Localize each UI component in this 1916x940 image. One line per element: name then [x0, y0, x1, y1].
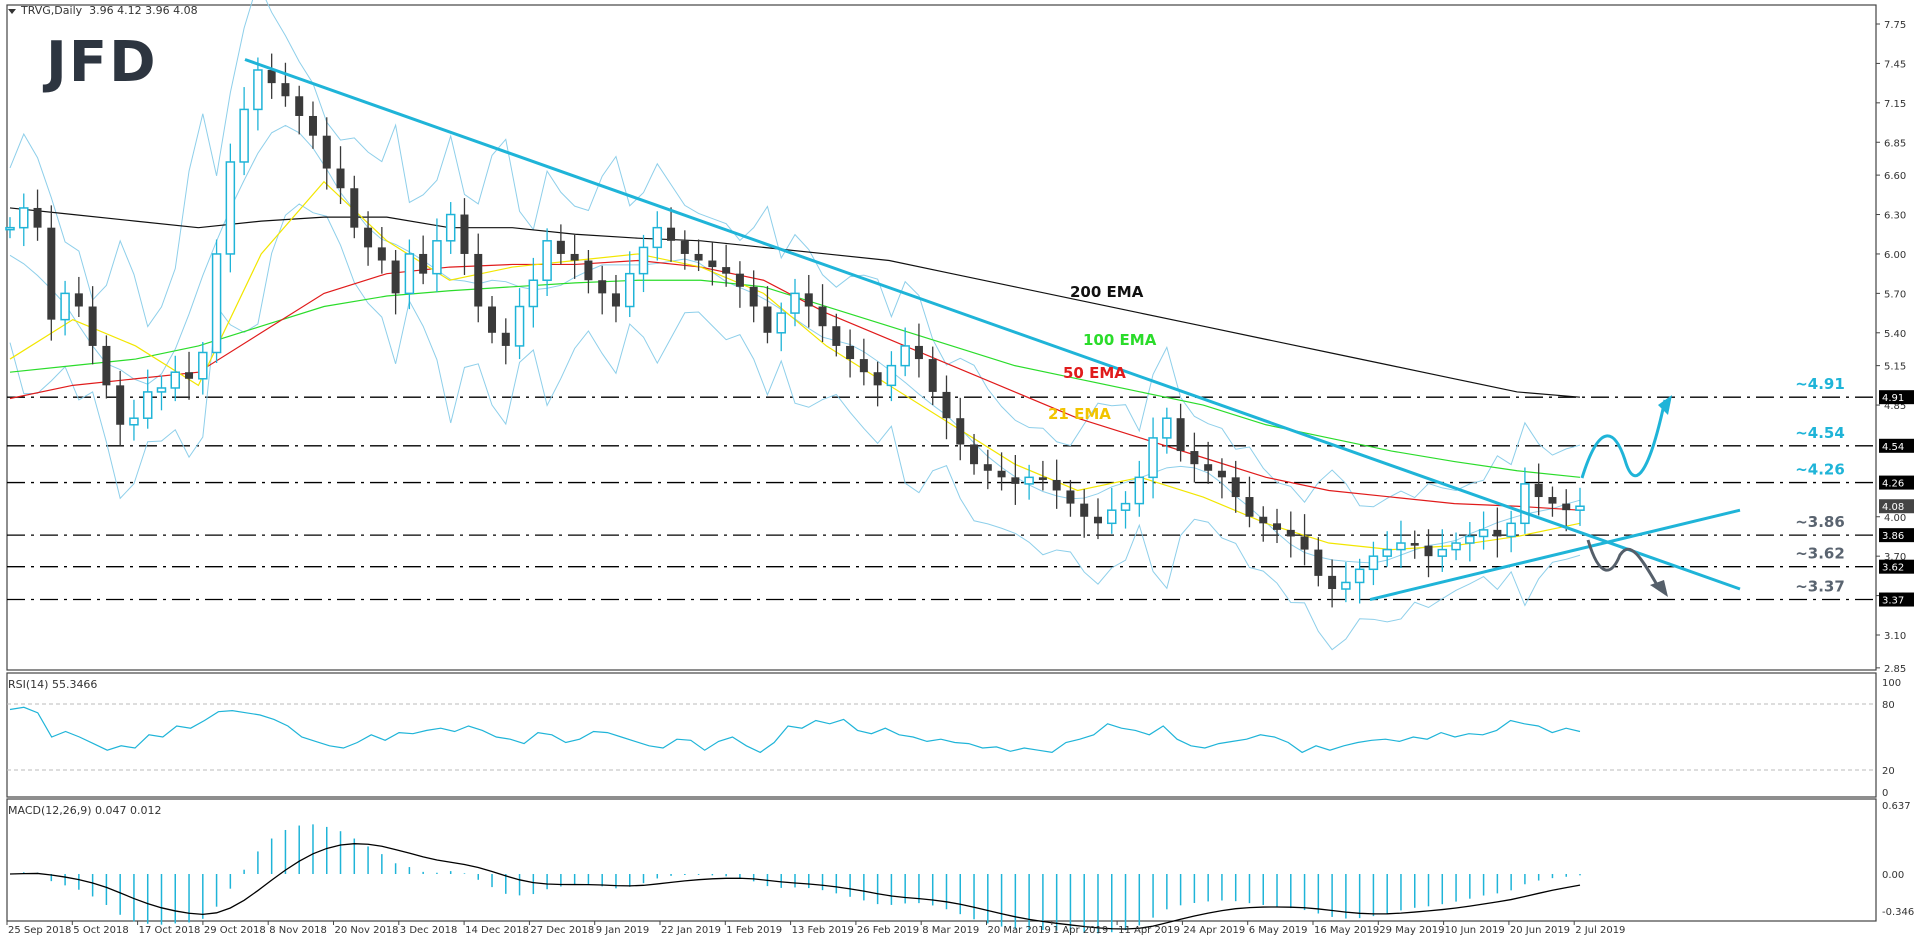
price-tick: 4.85 — [1884, 401, 1906, 412]
downtrend-line[interactable] — [244, 58, 1741, 591]
svg-text:4.26: 4.26 — [1882, 479, 1904, 490]
svg-text:-0.346: -0.346 — [1882, 907, 1914, 918]
svg-text:100: 100 — [1882, 678, 1901, 689]
svg-text:20 Jun 2019: 20 Jun 2019 — [1510, 925, 1570, 936]
price-tick: 6.30 — [1884, 211, 1906, 222]
svg-text:11 Apr 2019: 11 Apr 2019 — [1118, 925, 1180, 936]
bearish-scenario-arrow — [1586, 539, 1662, 591]
chart-header: TRVG,Daily 3.96 4.12 3.96 4.08 — [8, 4, 198, 17]
svg-text:29 Oct 2018: 29 Oct 2018 — [204, 925, 266, 936]
price-tick: 6.00 — [1884, 250, 1906, 261]
svg-text:20 Mar 2019: 20 Mar 2019 — [988, 925, 1051, 936]
level-label: ~3.37 — [1795, 578, 1845, 596]
svg-text:0: 0 — [1882, 788, 1888, 799]
macd-signal-line — [9, 843, 1581, 930]
collapse-triangle-icon[interactable] — [8, 8, 16, 14]
date-axis — [6, 921, 1575, 925]
svg-text:16 May 2019: 16 May 2019 — [1314, 925, 1379, 936]
21-ema-line — [9, 180, 1581, 551]
arrow-up-icon — [1658, 395, 1672, 415]
svg-text:26 Feb 2019: 26 Feb 2019 — [857, 925, 919, 936]
svg-text:10 Jun 2019: 10 Jun 2019 — [1445, 925, 1505, 936]
candles — [5, 53, 1585, 608]
price-tick: 7.75 — [1884, 20, 1906, 31]
200-ema-line — [9, 207, 1581, 398]
svg-text:20: 20 — [1882, 766, 1895, 777]
price-tick: 7.45 — [1884, 59, 1906, 70]
bollinger-upper — [9, 0, 1581, 508]
jfd-logo: JFD — [46, 30, 158, 95]
svg-text:0.00: 0.00 — [1882, 870, 1904, 881]
symbol-label: TRVG,Daily — [21, 4, 83, 17]
price-tick: 6.60 — [1884, 171, 1906, 182]
level-label: ~4.54 — [1795, 424, 1845, 442]
level-label: ~3.62 — [1795, 545, 1845, 563]
svg-text:13 Feb 2019: 13 Feb 2019 — [792, 925, 854, 936]
svg-text:50 EMA: 50 EMA — [1063, 364, 1126, 382]
price-tick: 3.10 — [1884, 631, 1906, 642]
support-resistance-levels — [7, 390, 1914, 607]
svg-text:25 Sep 2018: 25 Sep 2018 — [8, 925, 71, 936]
svg-text:24 Apr 2019: 24 Apr 2019 — [1183, 925, 1245, 936]
svg-text:3.62: 3.62 — [1882, 563, 1904, 574]
svg-text:21 EMA: 21 EMA — [1048, 405, 1111, 423]
svg-text:14 Dec 2018: 14 Dec 2018 — [465, 925, 529, 936]
price-tick: 3.70 — [1884, 552, 1906, 563]
bollinger-lower — [9, 203, 1581, 651]
svg-text:27 Dec 2018: 27 Dec 2018 — [530, 925, 594, 936]
svg-text:5 Oct 2018: 5 Oct 2018 — [73, 925, 128, 936]
level-label: ~4.91 — [1795, 375, 1845, 393]
price-tick: 5.15 — [1884, 362, 1906, 373]
svg-text:8 Mar 2019: 8 Mar 2019 — [922, 925, 979, 936]
ohlc-values: 3.96 4.12 3.96 4.08 — [89, 4, 198, 17]
svg-text:100 EMA: 100 EMA — [1083, 331, 1157, 349]
svg-text:6 May 2019: 6 May 2019 — [1249, 925, 1308, 936]
svg-text:1 Apr 2019: 1 Apr 2019 — [1053, 925, 1108, 936]
macd-pane — [9, 824, 1581, 934]
svg-text:3.37: 3.37 — [1882, 596, 1904, 607]
main-pane-frame — [6, 4, 1877, 671]
svg-text:2 Jul 2019: 2 Jul 2019 — [1575, 925, 1625, 936]
price-tick: 5.40 — [1884, 329, 1906, 340]
bollinger-mid — [9, 124, 1581, 564]
svg-text:0.637: 0.637 — [1882, 801, 1911, 812]
macd-label: MACD(12,26,9) 0.047 0.012 — [8, 804, 162, 817]
level-label: ~4.26 — [1795, 461, 1845, 479]
arrow-down-icon — [1650, 580, 1668, 597]
price-tick: 6.85 — [1884, 138, 1906, 149]
svg-text:3 Dec 2018: 3 Dec 2018 — [400, 925, 458, 936]
svg-text:8 Nov 2018: 8 Nov 2018 — [269, 925, 327, 936]
svg-text:1 Feb 2019: 1 Feb 2019 — [726, 925, 782, 936]
current-price-tag — [1879, 499, 1914, 514]
level-label: ~3.86 — [1795, 513, 1845, 531]
svg-text:4.91: 4.91 — [1882, 393, 1904, 404]
svg-text:22 Jan 2019: 22 Jan 2019 — [661, 925, 721, 936]
macd-pane-frame — [6, 798, 1877, 922]
svg-text:4.08: 4.08 — [1882, 502, 1904, 513]
svg-text:200 EMA: 200 EMA — [1070, 283, 1144, 301]
price-tick: 2.85 — [1884, 664, 1906, 675]
rsi-line — [9, 706, 1581, 754]
svg-text:20 Nov 2018: 20 Nov 2018 — [335, 925, 399, 936]
svg-text:9 Jan 2019: 9 Jan 2019 — [596, 925, 650, 936]
svg-text:4.54: 4.54 — [1882, 442, 1904, 453]
bullish-scenario-arrow — [1580, 399, 1667, 479]
rsi-label: RSI(14) 55.3466 — [8, 678, 98, 691]
svg-text:80: 80 — [1882, 700, 1895, 711]
svg-text:3.86: 3.86 — [1882, 531, 1904, 542]
rsi-pane — [7, 703, 1876, 771]
price-tick: 7.15 — [1884, 99, 1906, 110]
price-tick: 4.00 — [1884, 513, 1906, 524]
rsi-pane-frame — [6, 672, 1877, 798]
svg-text:17 Oct 2018: 17 Oct 2018 — [139, 925, 201, 936]
svg-text:29 May 2019: 29 May 2019 — [1379, 925, 1444, 936]
price-tick: 5.70 — [1884, 289, 1906, 300]
uptrend-line[interactable] — [1369, 508, 1741, 601]
